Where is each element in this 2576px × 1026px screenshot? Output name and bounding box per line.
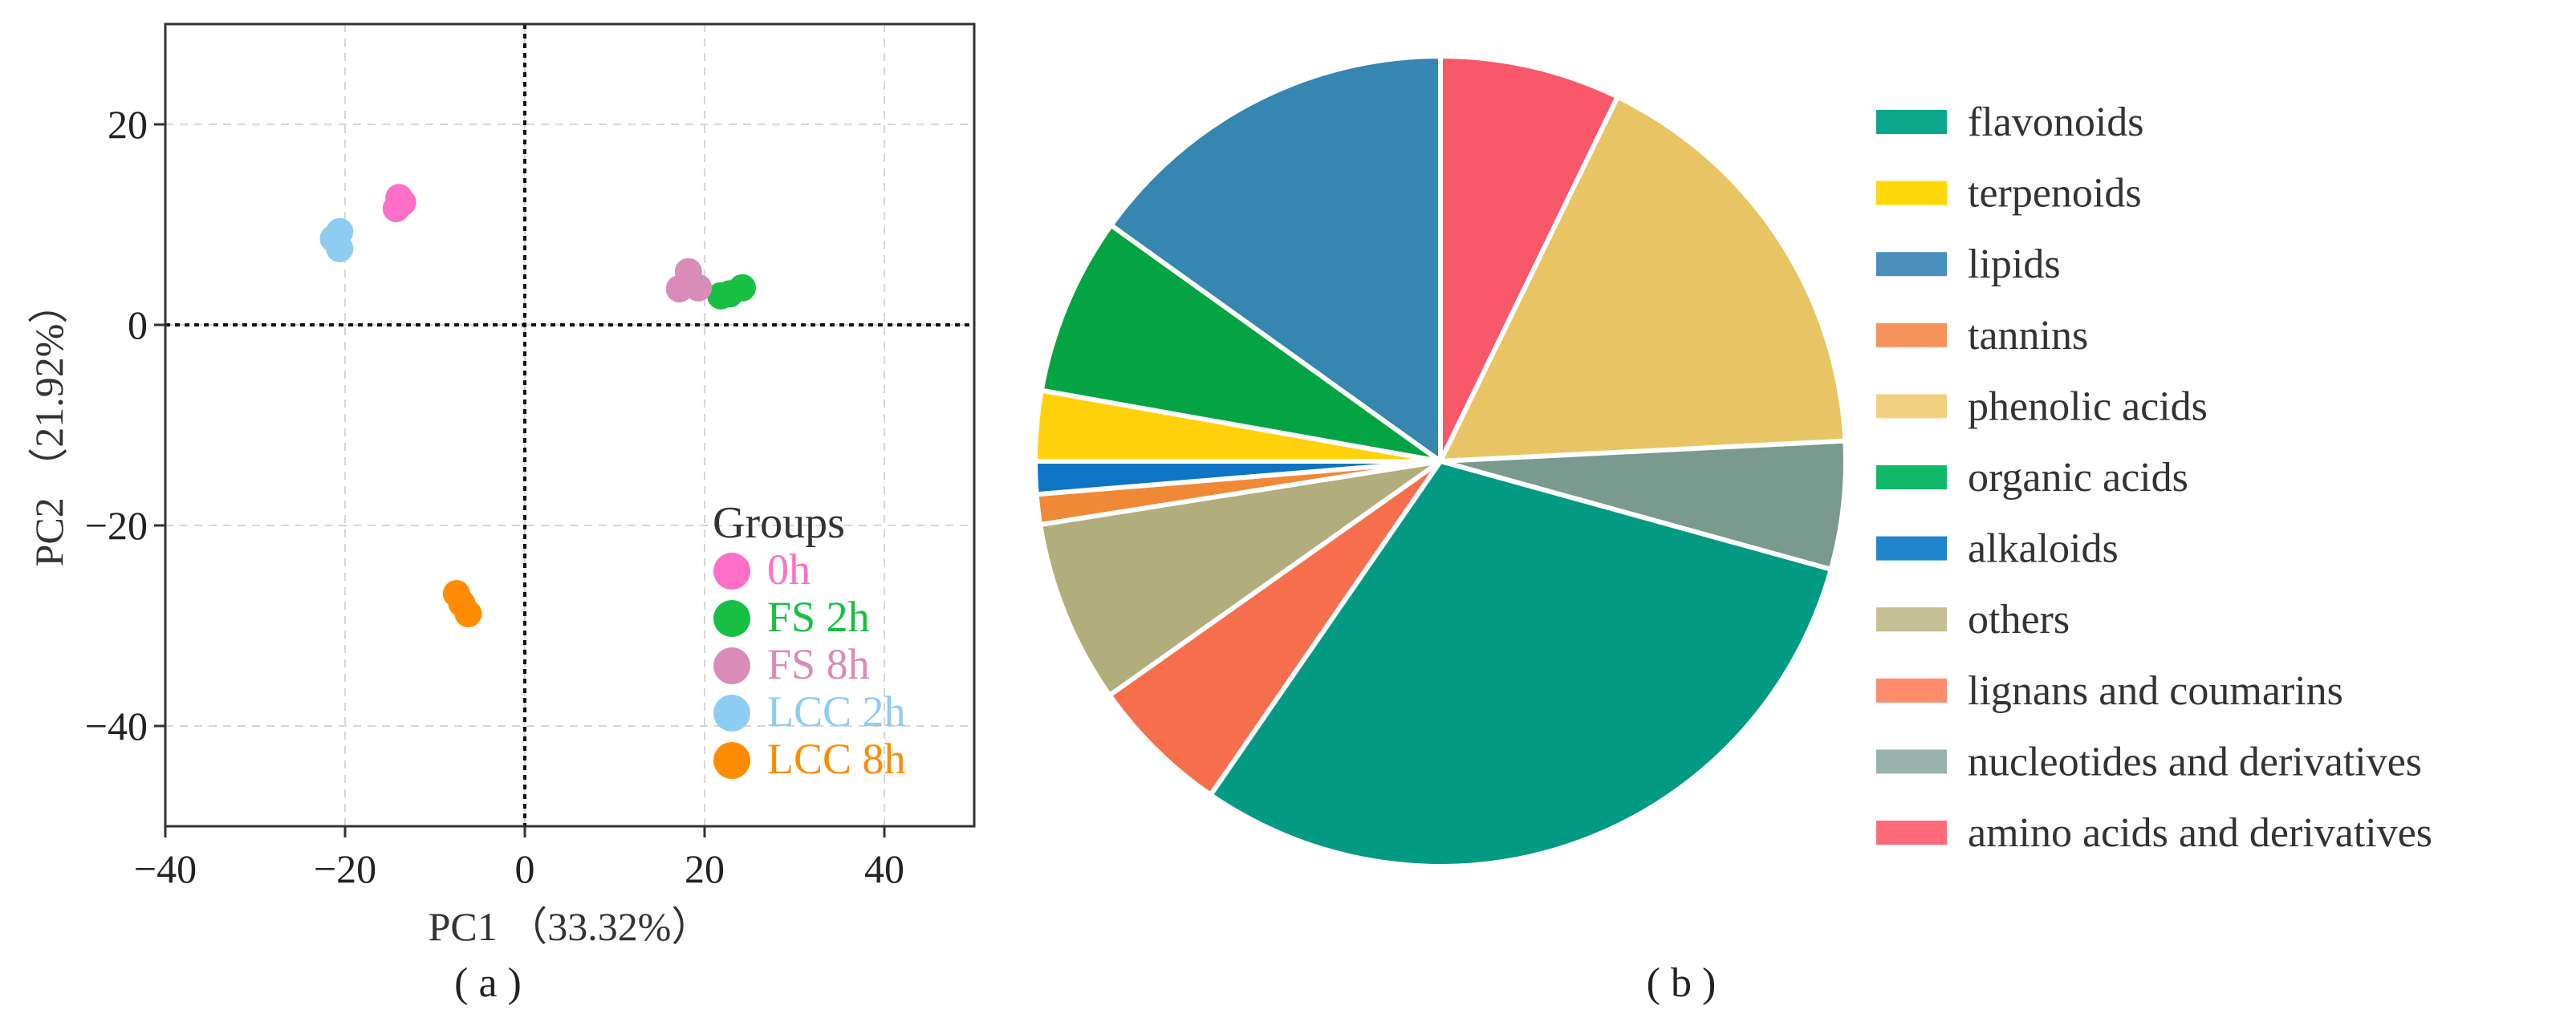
- legend-item-label: flavonoids: [1968, 99, 2144, 145]
- legend-item-label: lignans and coumarins: [1968, 668, 2343, 714]
- y-tick-label: −40: [85, 704, 148, 748]
- zero-lines: [165, 24, 974, 826]
- legend-swatch: [1876, 252, 1947, 277]
- legend-item-label: terpenoids: [1968, 171, 2142, 217]
- legend-item-label: tannins: [1968, 313, 2088, 359]
- x-tick-label: 20: [685, 846, 725, 891]
- x-tick-label: −40: [134, 846, 197, 891]
- panel-label-a: ( a ): [454, 960, 522, 1006]
- x-tick-label: 40: [864, 846, 904, 891]
- legend-item-label: LCC 2h: [767, 687, 906, 736]
- y-axis-title: PC2 （21.92%）: [26, 284, 71, 567]
- data-point: [729, 274, 757, 302]
- legend-item-label: others: [1968, 597, 2070, 643]
- legend-swatch: [1876, 749, 1947, 774]
- pie-slice: [1438, 438, 1848, 572]
- legend-item-label: nucleotides and derivatives: [1968, 739, 2422, 785]
- pie-slice: [1438, 94, 1848, 464]
- legend-item-label: 0h: [767, 545, 811, 594]
- panel-label-b: ( b ): [1647, 960, 1717, 1006]
- legend-marker: [713, 600, 750, 637]
- legend-item-label: FS 8h: [767, 640, 870, 688]
- data-point: [454, 600, 482, 627]
- legend-item-label: LCC 8h: [767, 735, 906, 783]
- legend-swatch: [1876, 180, 1947, 205]
- y-tick-label: −20: [85, 503, 148, 548]
- pie-slice: [1438, 54, 1620, 464]
- legend-item-label: amino acids and derivatives: [1968, 810, 2432, 856]
- x-axis-title: PC1 （33.32%）: [429, 904, 712, 949]
- legend-swatch: [1876, 678, 1947, 703]
- legend-item-label: phenolic acids: [1968, 383, 2208, 429]
- legend-swatch: [1876, 110, 1947, 134]
- x-tick-label: 0: [515, 846, 535, 891]
- legend-item-label: organic acids: [1968, 455, 2188, 501]
- x-tick-label: −20: [314, 846, 376, 891]
- legend-marker: [713, 647, 750, 684]
- pie-slice: [1107, 459, 1443, 797]
- data-points: [319, 184, 757, 627]
- category-pie-chart: flavonoids terpenoids lipids tannins phenoli…: [1033, 54, 2432, 1006]
- legend-swatch: [1876, 607, 1947, 632]
- y-tick-label: 0: [128, 302, 148, 347]
- y-tick-label: 20: [108, 102, 148, 147]
- pie-legend: flavonoids terpenoids lipids tannins phenoli…: [1876, 99, 2432, 856]
- legend-marker: [713, 742, 750, 779]
- data-point: [388, 189, 416, 217]
- pie-slices: [1033, 54, 1848, 869]
- legend-swatch: [1876, 536, 1947, 561]
- pie-slice: [1038, 459, 1443, 698]
- legend-marker: [713, 695, 750, 732]
- plot-frame: [164, 22, 976, 828]
- legend-swatch: [1876, 465, 1947, 489]
- pie-slice: [1208, 459, 1834, 869]
- data-point: [685, 274, 713, 302]
- legend-item-label: alkaloids: [1968, 526, 2119, 572]
- legend-swatch: [1876, 821, 1947, 845]
- legend-swatch: [1876, 322, 1947, 347]
- legend-item-label: FS 2h: [767, 593, 870, 641]
- legend-swatch: [1876, 394, 1947, 419]
- tick-marks: [154, 123, 886, 837]
- tick-labels: −40 −20 0 20 40 20 0 −20 −40: [85, 102, 904, 891]
- pie-slice: [1108, 54, 1443, 464]
- data-point: [326, 235, 354, 262]
- legend-item-label: lipids: [1968, 241, 2061, 287]
- legend-marker: [713, 553, 750, 590]
- pie-slice: [1038, 222, 1443, 464]
- legend-title: Groups: [713, 498, 845, 548]
